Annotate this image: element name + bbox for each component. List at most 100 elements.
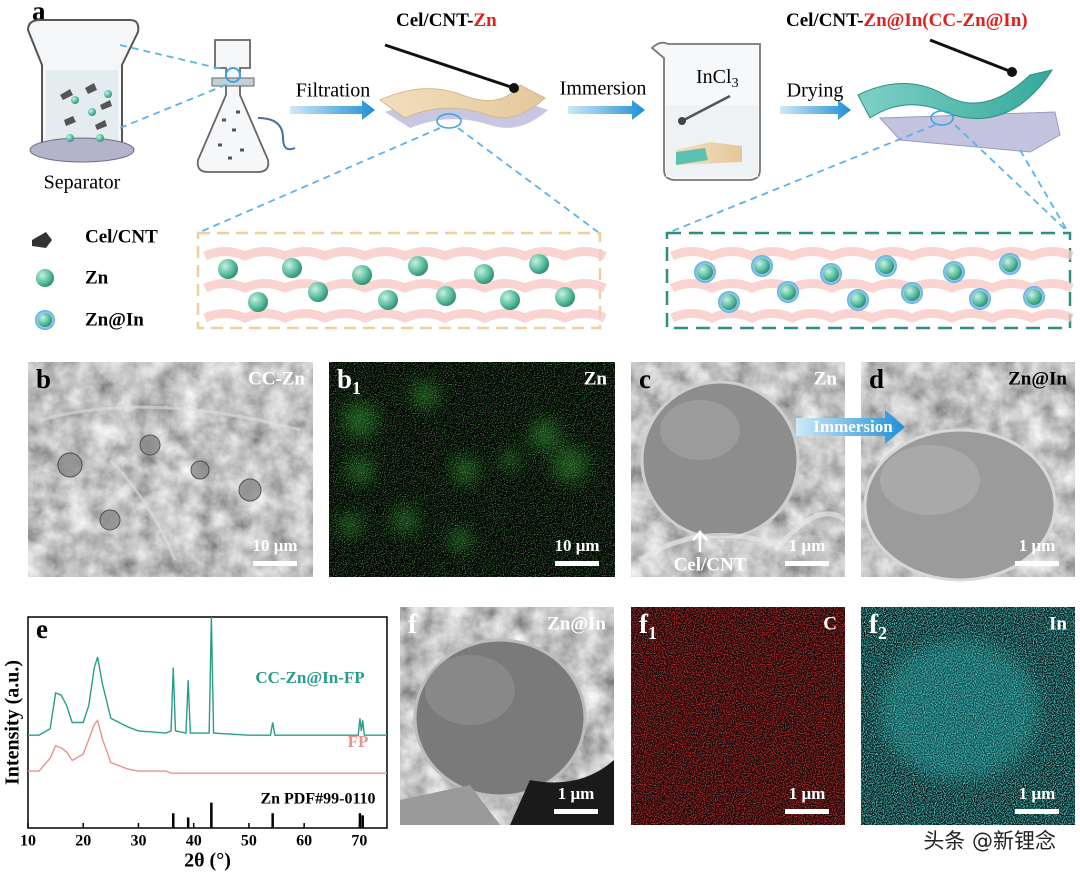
annotation: Cel/CNT — [674, 554, 747, 575]
scale-label: 1 μm — [1019, 536, 1056, 555]
panel-c-part — [638, 511, 847, 563]
x-tick-label: 20 — [75, 833, 91, 850]
panel-title: Zn — [584, 368, 608, 389]
zoom-circle — [436, 113, 462, 129]
znin-core — [780, 284, 796, 300]
y-axis-label: Intensity (a.u.) — [2, 660, 24, 785]
xrd-line — [28, 616, 387, 736]
scale-bar — [785, 809, 829, 814]
solution — [666, 105, 758, 177]
x-tick-label: 40 — [186, 833, 202, 850]
letter: c — [639, 364, 651, 394]
scale-label: 1 μm — [789, 536, 826, 555]
pointer-dot — [509, 83, 519, 93]
highlight: Zn — [473, 10, 497, 31]
scale-label: 1 μm — [1019, 784, 1056, 803]
scale-label: 1 μm — [558, 784, 595, 803]
watermark: 头条 @新锂念 — [923, 829, 1056, 853]
panel-b1-part-part — [342, 402, 378, 438]
znin-core — [946, 264, 962, 280]
prefix: Cel/CNT- — [396, 10, 473, 31]
panel-label: b — [36, 364, 51, 394]
panel-f2-part — [880, 640, 1040, 780]
panel-title: C — [823, 613, 837, 634]
letter: f — [869, 609, 879, 639]
step-label: Immersion — [560, 78, 647, 100]
zn-particle — [378, 290, 398, 310]
legend-icon — [38, 313, 52, 327]
zoom-box-zn — [196, 231, 607, 330]
product-label: Cel/CNT-Zn — [396, 10, 497, 31]
zn-balls-part — [96, 134, 104, 142]
flask — [196, 39, 270, 173]
panel-label: b1 — [337, 364, 361, 398]
panel-label: c — [639, 364, 651, 394]
scale-label: 10 μm — [554, 536, 599, 555]
panel-f-part — [510, 760, 614, 825]
panel-b — [28, 362, 313, 577]
zn-balls-part — [66, 134, 74, 142]
panel-title: Zn — [814, 368, 838, 389]
znin-core — [972, 291, 988, 307]
zn-particle — [474, 264, 494, 284]
zn-particle — [436, 286, 456, 306]
reagent: InCl — [696, 66, 732, 88]
panel-f2 — [861, 607, 1075, 825]
legend-icon — [32, 232, 52, 248]
x-axis-label: 2θ (°) — [184, 850, 231, 872]
panel-b1-part-part — [529, 419, 561, 451]
scale-bar — [554, 809, 598, 814]
panel-f-part — [400, 785, 500, 825]
panel-label: f2 — [869, 609, 887, 643]
panel-f-part — [425, 655, 515, 725]
panel-d-part — [880, 445, 980, 515]
panel-f — [400, 607, 614, 825]
subscript: 3 — [732, 76, 739, 91]
zn-particle — [529, 254, 549, 274]
znin-core — [721, 294, 737, 310]
panel-f1-part — [631, 607, 845, 825]
subscript: 2 — [878, 623, 887, 643]
panel-b1 — [329, 362, 615, 577]
pointer-dot — [1007, 67, 1017, 77]
scale-bar — [1015, 561, 1059, 566]
legend-label: Cel/CNT — [85, 226, 158, 247]
panel-label: e — [36, 614, 48, 644]
panel-title: Zn@In — [1008, 368, 1067, 389]
x-tick-label: 70 — [351, 833, 367, 850]
separator-disk — [29, 137, 135, 163]
panel-title: In — [1049, 613, 1067, 634]
zn-balls-part — [71, 96, 79, 104]
panel-label: f1 — [639, 609, 657, 643]
product-label: Cel/CNT-Zn@In(CC-Zn@In) — [786, 10, 1028, 31]
step-label: Drying — [787, 80, 844, 102]
panel-title: Zn@In — [547, 613, 606, 634]
panel-b1-part-part — [392, 507, 418, 533]
letter: d — [869, 364, 884, 394]
plot-frame — [27, 616, 388, 829]
panel-b1-part-part — [552, 447, 588, 483]
panel-b1-part-part — [346, 456, 374, 484]
prefix: Cel/CNT- — [786, 10, 863, 31]
film-sheet — [857, 69, 1054, 120]
process-arrow — [780, 100, 851, 120]
panel-label: f — [408, 609, 418, 639]
fiber — [203, 247, 607, 261]
fiber — [670, 279, 1074, 293]
panel-b-part-part — [238, 478, 262, 502]
znin-core — [754, 258, 770, 274]
panel-b1-part — [338, 381, 588, 552]
letter: f — [408, 609, 418, 639]
xrd-line — [28, 718, 387, 774]
series-label: FP — [348, 732, 369, 751]
zoom-lines — [669, 124, 1069, 233]
znin-core — [878, 258, 894, 274]
znin-core — [697, 264, 713, 280]
znin-core — [1002, 256, 1018, 272]
flakes — [218, 110, 244, 160]
znin-core — [904, 285, 920, 301]
film-coated — [676, 148, 708, 165]
annotation-arrow — [692, 530, 708, 552]
subscript: 1 — [352, 378, 361, 398]
